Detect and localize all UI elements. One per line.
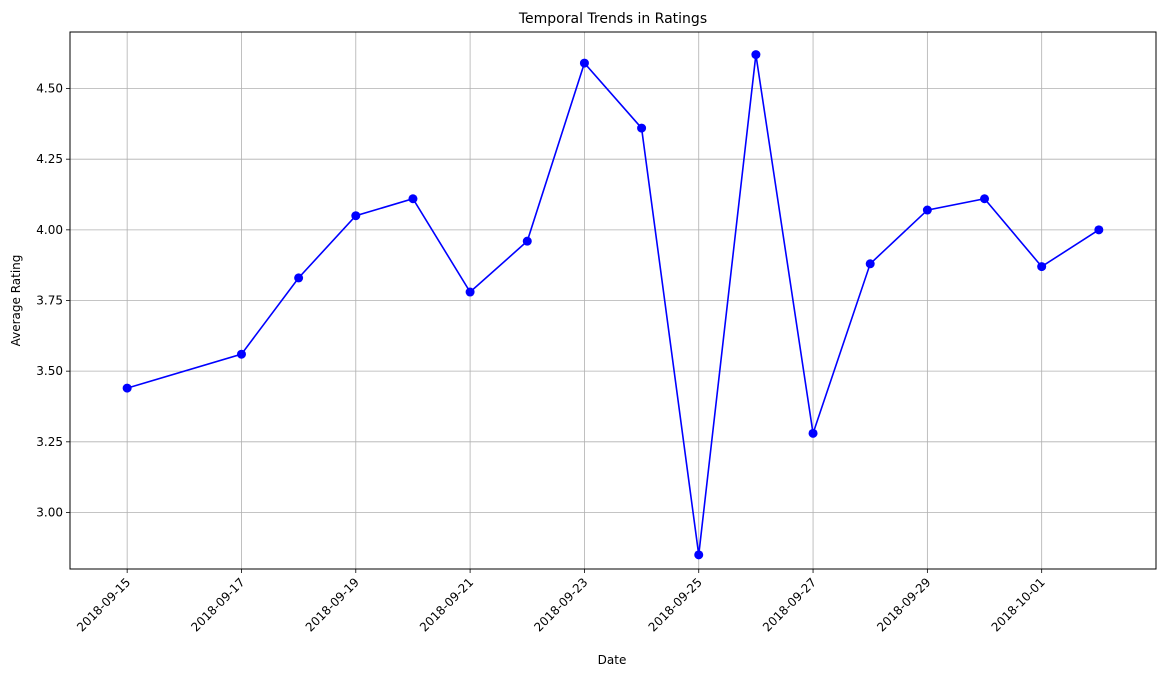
y-tick-label: 3.75 — [36, 294, 63, 308]
x-axis-label: Date — [598, 653, 627, 667]
series-group — [122, 50, 1104, 560]
data-point — [294, 273, 304, 283]
data-point — [694, 550, 704, 560]
data-point — [1037, 262, 1047, 272]
y-tick-label: 4.25 — [36, 152, 63, 166]
chart-title: Temporal Trends in Ratings — [518, 11, 707, 27]
data-point — [122, 383, 132, 393]
y-tick-label: 3.50 — [36, 364, 63, 378]
data-point — [751, 50, 761, 60]
data-point — [408, 194, 418, 204]
data-point — [865, 259, 875, 269]
data-point — [1094, 225, 1104, 235]
grid-lines — [70, 32, 1156, 569]
data-point — [808, 428, 818, 438]
y-tick-label: 4.50 — [36, 82, 63, 96]
y-tick-label: 4.00 — [36, 223, 63, 237]
y-tick-label: 3.00 — [36, 505, 63, 519]
data-point — [579, 58, 589, 68]
y-tick-label: 3.25 — [36, 435, 63, 449]
y-axis-ticks: 3.00 3.25 3.50 3.75 4.00 4.25 4.50 — [36, 82, 70, 519]
data-point — [637, 123, 647, 133]
data-point — [236, 349, 246, 359]
y-axis-label: Average Rating — [9, 255, 23, 347]
data-point — [522, 236, 532, 246]
data-point — [980, 194, 990, 204]
data-point — [465, 287, 475, 297]
data-point — [922, 205, 932, 215]
data-point — [351, 211, 361, 221]
